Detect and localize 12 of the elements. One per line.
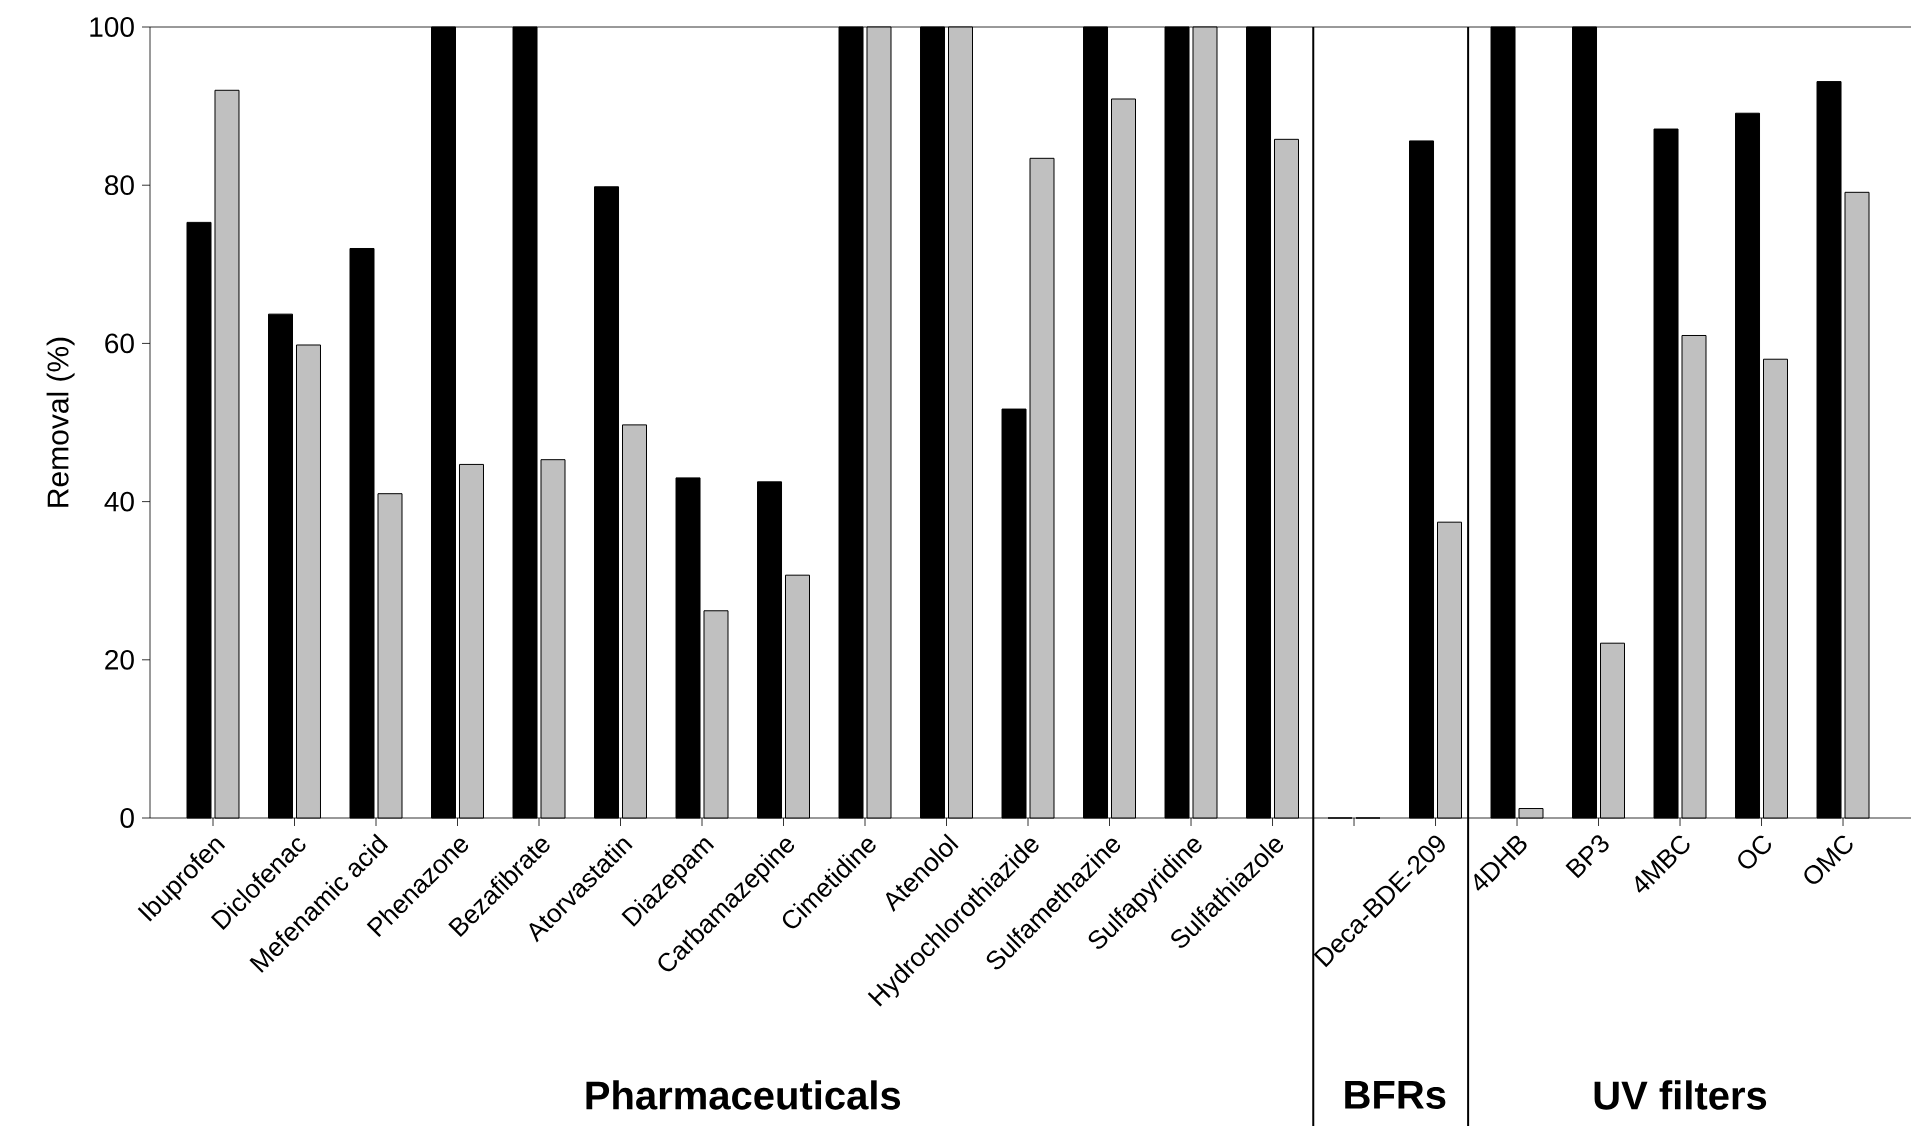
y-tick-label: 20 <box>105 649 134 670</box>
text: UV filters <box>1594 1080 1767 1110</box>
x-tick-label: OC <box>1738 835 1772 869</box>
y-axis-title: Removal (%) <box>46 337 75 507</box>
y-tick-label: 40 <box>104 491 134 512</box>
text: Pharmaceuticals <box>586 1080 901 1110</box>
text: BFRs <box>1345 1081 1446 1109</box>
y-tick-label: 80 <box>105 175 134 196</box>
y-tick-label: 60 <box>105 333 134 354</box>
y-tick-label: 0 <box>120 808 134 828</box>
x-tick-label: BP3 <box>1565 835 1609 879</box>
y-tick-label: 100 <box>90 17 134 37</box>
